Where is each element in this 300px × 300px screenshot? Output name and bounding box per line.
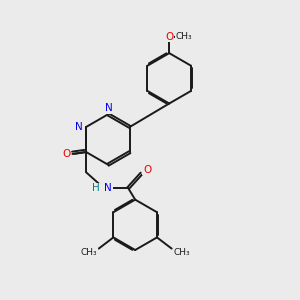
Text: CH₃: CH₃ <box>173 248 190 256</box>
Text: CH₃: CH₃ <box>176 32 192 41</box>
Text: CH₃: CH₃ <box>81 248 97 256</box>
Text: O: O <box>165 32 173 42</box>
Text: O: O <box>62 149 70 159</box>
Text: O: O <box>143 165 151 175</box>
Text: H: H <box>92 183 100 193</box>
Text: N: N <box>75 122 83 132</box>
Text: N: N <box>105 103 113 113</box>
Text: N: N <box>104 183 112 193</box>
